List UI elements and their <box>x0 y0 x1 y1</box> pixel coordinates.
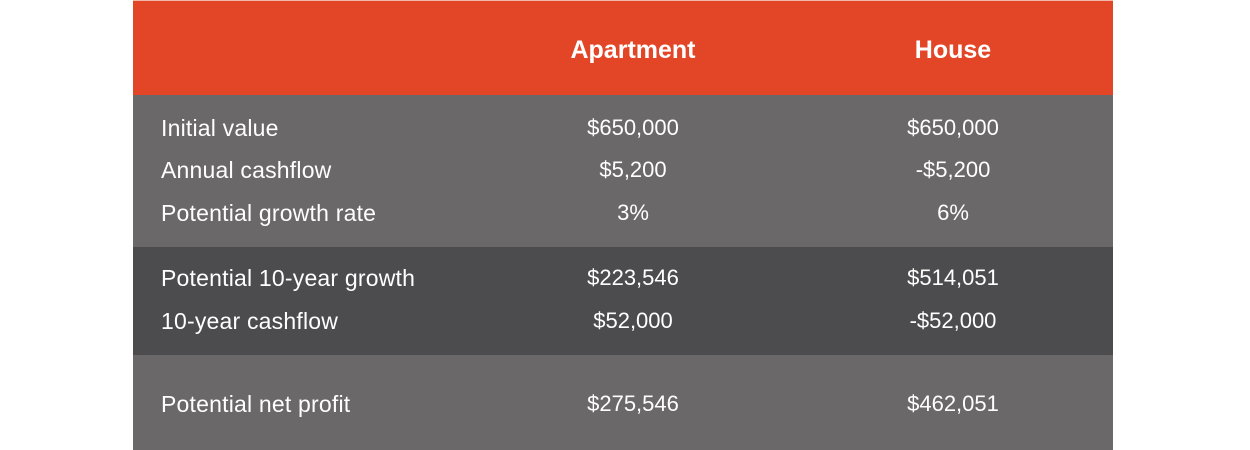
section-net-profit: Potential net profit $275,546 $462,051 <box>133 355 1113 450</box>
section-ten-year-projection: Potential 10-year growth $223,546 $514,0… <box>133 247 1113 355</box>
table-row: Potential growth rate 3% 6% <box>133 198 1113 228</box>
apartment-value: $5,200 <box>599 157 667 182</box>
house-value: $462,051 <box>907 391 999 416</box>
table-row: Potential 10-year growth $223,546 $514,0… <box>133 263 1113 293</box>
column-header-apartment: Apartment <box>570 36 696 64</box>
table-row: Potential net profit $275,546 $462,051 <box>133 389 1113 419</box>
apartment-value: $52,000 <box>593 308 673 333</box>
table-row: Annual cashflow $5,200 -$5,200 <box>133 155 1113 185</box>
column-header-house: House <box>914 36 992 64</box>
row-label: Potential growth rate <box>161 200 377 226</box>
row-label: Annual cashflow <box>161 157 332 183</box>
table-row: 10-year cashflow $52,000 -$52,000 <box>133 306 1113 336</box>
house-value: -$52,000 <box>909 308 997 333</box>
row-label: Potential 10-year growth <box>161 265 416 291</box>
row-label: Potential net profit <box>161 391 351 417</box>
row-label: 10-year cashflow <box>161 308 339 334</box>
house-value: -$5,200 <box>915 157 991 182</box>
apartment-value: $275,546 <box>587 391 679 416</box>
house-value: $514,051 <box>907 265 999 290</box>
apartment-value: 3% <box>617 200 649 225</box>
house-value: $650,000 <box>907 115 999 140</box>
table-row: Initial value $650,000 $650,000 <box>133 113 1113 143</box>
comparison-table: Apartment House Initial value $650,000 $… <box>133 0 1113 450</box>
section-initial-metrics: Initial value $650,000 $650,000 Annual c… <box>133 95 1113 247</box>
house-value: 6% <box>937 200 969 225</box>
row-label: Initial value <box>161 115 279 141</box>
table-header: Apartment House <box>133 0 1113 95</box>
apartment-value: $650,000 <box>587 115 679 140</box>
apartment-value: $223,546 <box>587 265 679 290</box>
